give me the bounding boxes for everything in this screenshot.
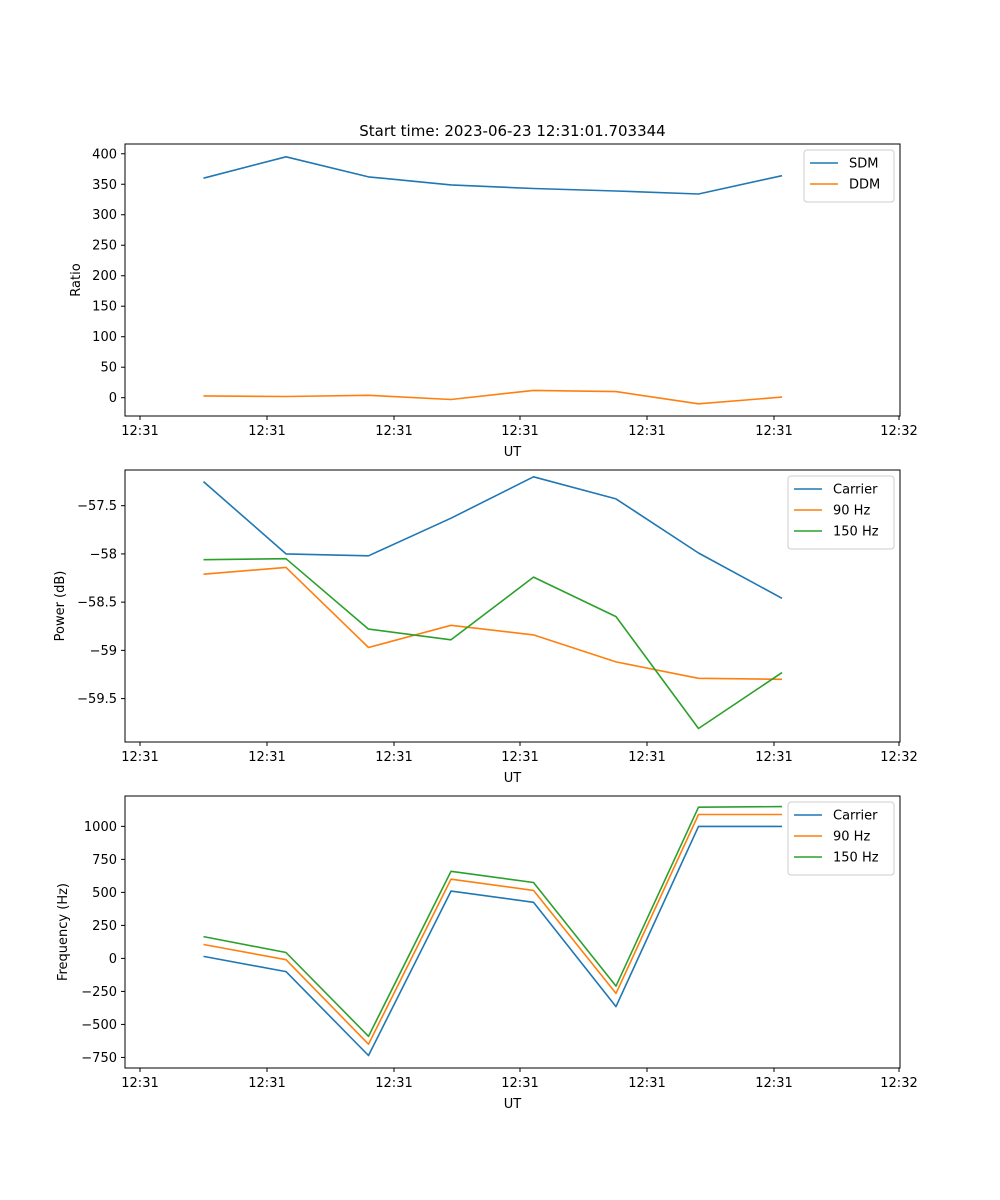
y-tick-label: −250 <box>81 985 117 1000</box>
legend-label: DDM <box>849 178 880 193</box>
x-tick-label: 12:31 <box>121 750 158 765</box>
y-tick-label: 150 <box>92 300 117 315</box>
series-line-150-hz <box>203 805 783 1038</box>
series-line-ddm <box>203 389 783 405</box>
x-tick-label: 12:31 <box>501 424 538 439</box>
legend-label: SDM <box>849 157 878 172</box>
y-tick-label: 300 <box>92 208 117 223</box>
x-tick-label: 12:31 <box>375 424 412 439</box>
x-tick-label: 12:32 <box>880 1076 917 1091</box>
series-line-90-hz <box>203 566 783 681</box>
plot-frame <box>124 143 901 417</box>
plot-frame <box>124 795 901 1069</box>
y-tick-label: −750 <box>81 1051 117 1066</box>
y-tick-label: 350 <box>92 178 117 193</box>
x-tick-label: 12:31 <box>628 1076 665 1091</box>
y-tick-label: 1000 <box>84 820 117 835</box>
legend: SDM DDM <box>803 149 895 203</box>
series-line-90-hz <box>203 813 782 1045</box>
y-tick-label: 0 <box>109 391 117 406</box>
plot-frame <box>124 469 901 743</box>
y-tick-label: −59 <box>90 644 117 659</box>
legend-label: Carrier <box>833 483 878 498</box>
y-tick-label: 500 <box>92 886 117 901</box>
y-tick-label: 250 <box>92 919 117 934</box>
series-line-sdm <box>203 156 783 195</box>
y-tick-label: 750 <box>92 853 117 868</box>
series-line-carrier <box>202 475 783 600</box>
legend: Carrier 90 Hz 150 Hz <box>787 801 895 876</box>
x-tick-label: 12:31 <box>755 750 792 765</box>
chart-panel-1: 12:31 12:31 12:31 12:31 12:31 12:31 12:32 UT 0 50… <box>69 143 918 460</box>
x-tick-label: 12:32 <box>880 750 917 765</box>
legend-label: 90 Hz <box>833 504 870 519</box>
chart-panel-3: 12:31 12:31 12:31 12:31 12:31 12:31 12:32 UT 100… <box>56 795 918 1112</box>
x-tick-label: 12:31 <box>248 1076 285 1091</box>
y-tick-label: −57.5 <box>77 499 117 514</box>
y-tick-label: 200 <box>92 269 117 284</box>
x-tick-label: 12:31 <box>755 424 792 439</box>
x-tick-label: 12:31 <box>121 1076 158 1091</box>
x-tick-label: 12:31 <box>248 424 285 439</box>
legend: Carrier 90 Hz 150 Hz <box>787 475 895 550</box>
y-tick-label: 50 <box>100 361 117 376</box>
y-tick-label: −58 <box>90 547 117 562</box>
x-tick-label: 12:31 <box>628 750 665 765</box>
y-tick-label: −58.5 <box>77 596 117 611</box>
x-tick-label: 12:31 <box>501 1076 538 1091</box>
x-tick-label: 12:31 <box>501 750 538 765</box>
y-tick-label: 250 <box>92 239 117 254</box>
y-axis-label: Frequency (Hz) <box>56 883 71 981</box>
y-axis-label: Ratio <box>69 263 84 296</box>
x-tick-label: 12:31 <box>628 424 665 439</box>
x-tick-label: 12:31 <box>375 750 412 765</box>
y-tick-label: −500 <box>81 1018 117 1033</box>
legend-label: 150 Hz <box>833 851 879 866</box>
y-tick-label: −59.5 <box>77 692 117 707</box>
x-tick-label: 12:31 <box>248 750 285 765</box>
x-axis-label: UT <box>504 1097 522 1112</box>
x-tick-label: 12:31 <box>375 1076 412 1091</box>
y-tick-label: 400 <box>92 147 117 162</box>
y-tick-label: 0 <box>109 952 117 967</box>
x-tick-label: 12:31 <box>121 424 158 439</box>
figure-title: Start time: 2023-06-23 12:31:01.703344 <box>359 122 665 140</box>
chart-panel-2: 12:31 12:31 12:31 12:31 12:31 12:31 12:32 UT −57… <box>53 469 918 786</box>
x-tick-label: 12:31 <box>755 1076 792 1091</box>
series-line-carrier <box>203 825 782 1057</box>
y-axis-label: Power (dB) <box>53 571 68 642</box>
legend-label: Carrier <box>833 809 878 824</box>
x-tick-label: 12:32 <box>880 424 917 439</box>
legend-label: 150 Hz <box>833 525 879 540</box>
x-axis-label: UT <box>504 445 522 460</box>
y-tick-label: 100 <box>92 330 117 345</box>
x-axis-label: UT <box>504 771 522 786</box>
legend-label: 90 Hz <box>833 830 870 845</box>
series-line-150-hz <box>203 557 783 730</box>
